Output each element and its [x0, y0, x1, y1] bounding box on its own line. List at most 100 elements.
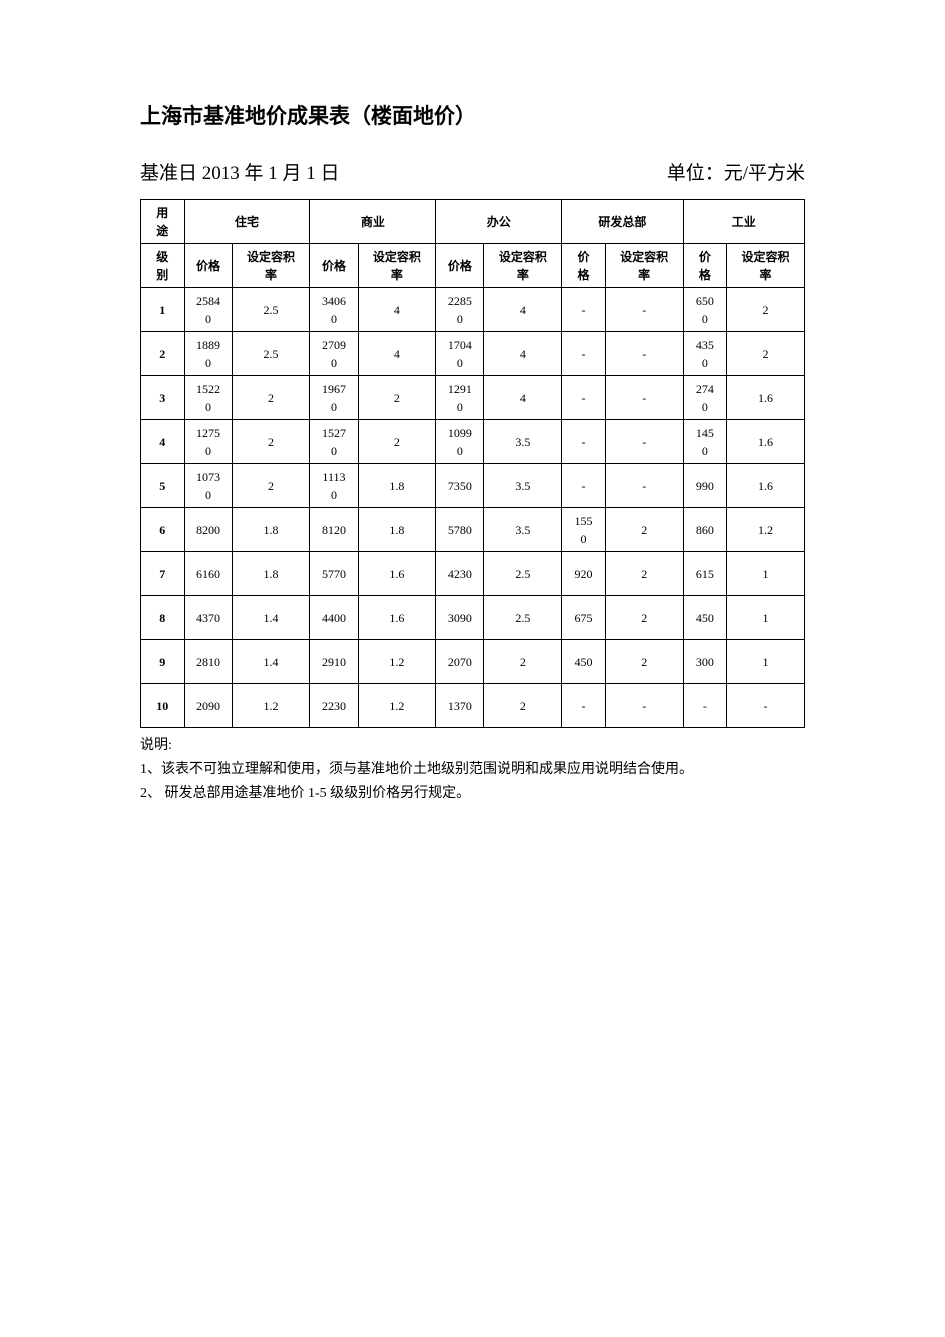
cell-line2: 2 — [763, 345, 769, 363]
cell-line2: 0 — [702, 398, 708, 416]
cell-line2: 2910 — [322, 653, 346, 671]
cell-line1: 1099 — [448, 424, 472, 442]
res-far: 1.4 — [232, 596, 310, 640]
price-l1: 价 — [699, 248, 711, 266]
rd-far: - — [605, 332, 683, 376]
table-row: 4127502152702109903.5--14501.6 — [141, 420, 805, 464]
cell-line2: 7350 — [448, 477, 472, 495]
cell-line2: 7 — [159, 565, 165, 583]
cell-line2: 0 — [457, 442, 463, 460]
header-level: 级 别 — [141, 244, 185, 288]
cell-line2: 2 — [394, 433, 400, 451]
price-l1: 价 — [578, 248, 590, 266]
cell-line2: 1.6 — [389, 565, 404, 583]
res-far: 2 — [232, 420, 310, 464]
rd-far: 2 — [605, 508, 683, 552]
cell-line2: 1.6 — [758, 477, 773, 495]
header-rd-price: 价 格 — [562, 244, 606, 288]
rd-price: - — [562, 288, 606, 332]
header-rd-far: 设定容积 率 — [605, 244, 683, 288]
base-date: 基准日 2013 年 1 月 1 日 — [140, 158, 340, 185]
cell-line1: 3406 — [322, 292, 346, 310]
cell-line1: 1275 — [196, 424, 220, 442]
cell-line2: - — [642, 433, 646, 451]
far-l2: 率 — [517, 266, 529, 284]
far-l2: 率 — [265, 266, 277, 284]
cell-line2: 2 — [641, 653, 647, 671]
cell-line2: 0 — [457, 354, 463, 372]
ind-far: - — [727, 684, 805, 728]
cell-line2: 0 — [331, 486, 337, 504]
header-off-far: 设定容积 率 — [484, 244, 562, 288]
cell-line2: 1.4 — [264, 653, 279, 671]
res-price: 15220 — [184, 376, 232, 420]
cell-line2: - — [642, 697, 646, 715]
ind-far: 2 — [727, 288, 805, 332]
off-far: 2 — [484, 684, 562, 728]
ind-price: 860 — [683, 508, 727, 552]
cell-line2: 0 — [205, 442, 211, 460]
cell-line2: 2 — [268, 477, 274, 495]
off-far: 4 — [484, 288, 562, 332]
ind-far: 1.6 — [727, 420, 805, 464]
cell-line2: 2230 — [322, 697, 346, 715]
cell-line2: 1.6 — [389, 609, 404, 627]
cell-line2: 615 — [696, 565, 714, 583]
cell-line2: 2.5 — [264, 345, 279, 363]
res-far: 1.8 — [232, 552, 310, 596]
cell-line2: 2 — [394, 389, 400, 407]
cell-line1: 145 — [696, 424, 714, 442]
cell-line2: 1.8 — [264, 565, 279, 583]
cell-line1: 1704 — [448, 336, 472, 354]
level-cell: 9 — [141, 640, 185, 684]
off-far: 2 — [484, 640, 562, 684]
unit-label: 单位：元/平方米 — [667, 158, 805, 185]
cell-line1: 155 — [575, 512, 593, 530]
far-l2: 率 — [760, 266, 772, 284]
cell-line2: 2.5 — [515, 565, 530, 583]
ind-far: 1.6 — [727, 376, 805, 420]
level-cell: 8 — [141, 596, 185, 640]
notes-section: 说明: 1、该表不可独立理解和使用，须与基准地价土地级别范围说明和成果应用说明结… — [140, 734, 805, 805]
cell-line2: 4 — [394, 345, 400, 363]
cell-line2: 3.5 — [515, 477, 530, 495]
cell-line2: 0 — [205, 486, 211, 504]
far-l2: 率 — [391, 266, 403, 284]
cell-line2: - — [582, 697, 586, 715]
header-usage-l1: 用 — [156, 204, 168, 222]
cell-line2: - — [582, 345, 586, 363]
com-far: 1.2 — [358, 640, 436, 684]
res-price: 6160 — [184, 552, 232, 596]
ind-far: 2 — [727, 332, 805, 376]
rd-far: - — [605, 376, 683, 420]
cell-line2: - — [764, 697, 768, 715]
cell-line2: 1 — [763, 609, 769, 627]
cell-line2: 4230 — [448, 565, 472, 583]
cell-line2: 0 — [702, 354, 708, 372]
cell-line2: 1.8 — [264, 521, 279, 539]
cell-line2: 450 — [696, 609, 714, 627]
res-price: 10730 — [184, 464, 232, 508]
cell-line1: 1967 — [322, 380, 346, 398]
off-far: 3.5 — [484, 420, 562, 464]
cell-line2: 6 — [159, 521, 165, 539]
cell-line2: 1 — [159, 301, 165, 319]
cell-line2: 0 — [205, 354, 211, 372]
header-com-far: 设定容积 率 — [358, 244, 436, 288]
com-price: 5770 — [310, 552, 358, 596]
table-row: 3152202196702129104--27401.6 — [141, 376, 805, 420]
com-far: 1.6 — [358, 552, 436, 596]
com-far: 1.8 — [358, 464, 436, 508]
header-com-price: 价格 — [310, 244, 358, 288]
rd-far: 2 — [605, 596, 683, 640]
cell-line2: 1370 — [448, 697, 472, 715]
header-ind-far: 设定容积 率 — [727, 244, 805, 288]
cell-line2: 300 — [696, 653, 714, 671]
cell-line2: 1.2 — [389, 697, 404, 715]
com-price: 8120 — [310, 508, 358, 552]
cell-line2: 4 — [520, 389, 526, 407]
cell-line2: 0 — [581, 530, 587, 548]
com-far: 4 — [358, 332, 436, 376]
cell-line2: - — [582, 433, 586, 451]
far-l1: 设定容积 — [373, 248, 421, 266]
